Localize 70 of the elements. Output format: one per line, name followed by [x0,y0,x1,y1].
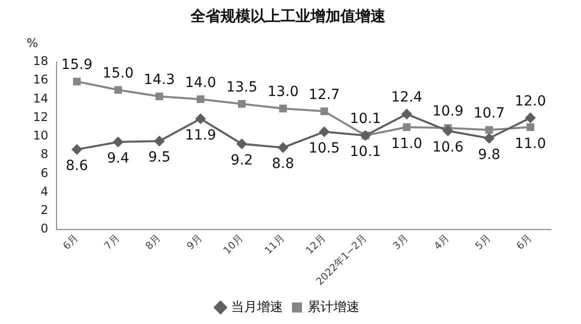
x-tick-label: 11月 [263,232,287,257]
data-label: 12.0 [514,93,546,110]
x-tick-label: 9月 [185,232,205,252]
y-tick-label: 8 [40,147,48,162]
y-tick-label: 10 [32,128,48,143]
data-label: 15.0 [102,66,134,82]
data-label: 10.6 [432,139,464,156]
x-tick-label: 12月 [304,232,328,257]
data-label: 14.0 [184,74,216,91]
point [279,104,287,112]
x-tick-label: 7月 [102,232,122,252]
point [525,112,536,123]
point [442,126,453,136]
data-label: 10.5 [308,140,340,156]
point [236,138,247,149]
x-tick-label: 6月 [61,232,81,252]
x-tick-label: 5月 [474,232,494,252]
point [196,95,204,104]
y-axis-title: % [26,36,38,50]
x-tick-label: 3月 [391,232,411,252]
point [485,126,493,134]
point [278,142,288,153]
data-label: 13.0 [267,84,299,100]
point [526,123,534,131]
y-tick-label: 2 [40,202,48,217]
data-label: 11.0 [391,136,422,152]
data-label: 10.7 [474,106,505,122]
legend-label: 累计增速 [308,300,360,315]
x-tick-label: 8月 [144,232,164,252]
y-tick-label: 18 [32,54,48,68]
data-label: 13.5 [226,80,258,96]
y-tick-label: 12 [32,110,48,124]
chart-title: 全省规模以上工业增加值增速 [190,6,386,25]
legend-label: 当月增速 [231,300,283,315]
data-label: 10.9 [432,104,464,120]
point [238,100,246,108]
data-label: 9.5 [148,150,170,166]
data-label: 11.9 [184,127,216,144]
point [114,86,122,94]
point [402,109,412,120]
y-tick-label: 4 [40,184,48,198]
point [73,78,81,86]
point [484,133,494,144]
point [72,144,82,154]
point [319,126,330,137]
point [113,137,124,148]
x-tick-label: 6月 [514,232,534,252]
point [196,114,206,124]
data-label: 8.6 [66,158,88,174]
data-label: 10.1 [350,144,382,160]
data-label: 12.4 [391,90,422,106]
point [156,92,164,100]
point [402,123,411,131]
data-label: 14.3 [144,72,175,88]
data-label: 9.8 [478,146,500,163]
data-label: 10.1 [350,111,382,128]
x-tick-label: 10月 [222,232,246,257]
data-label: 15.9 [61,57,92,74]
x-tick-label: 4月 [432,232,452,252]
y-tick-label: 14 [32,91,48,106]
point [320,107,328,116]
data-label: 9.2 [230,152,253,169]
data-label: 11.0 [514,136,546,152]
point [154,136,164,146]
data-label: 12.7 [308,86,340,103]
y-tick-label: 6 [40,166,48,180]
data-label: 8.8 [272,156,294,172]
y-tick-label: 16 [32,72,48,87]
y-tick-label: 0 [40,222,48,236]
data-label: 9.4 [106,150,130,167]
